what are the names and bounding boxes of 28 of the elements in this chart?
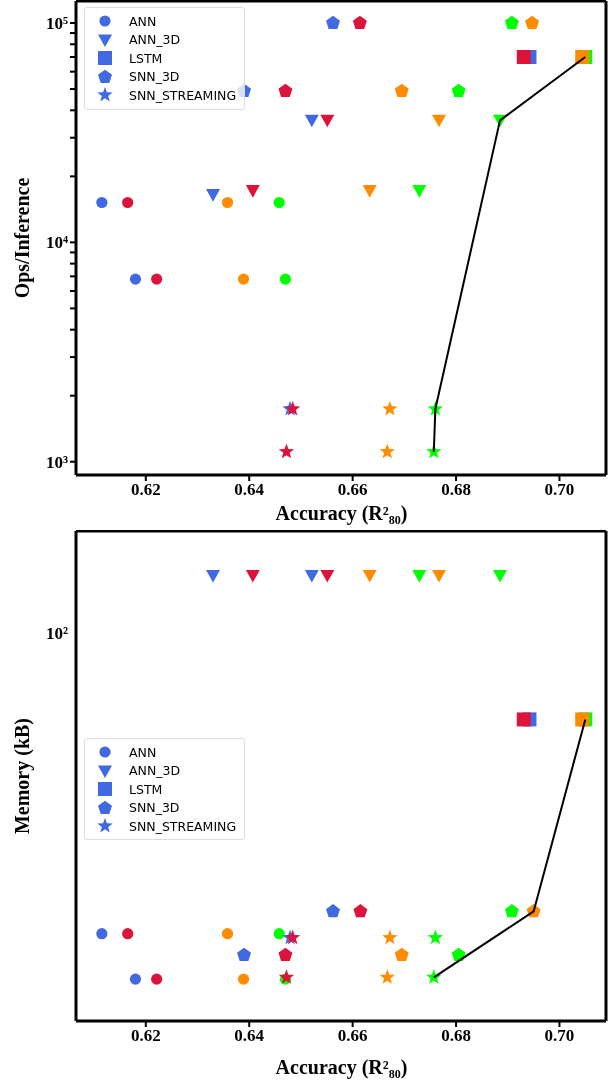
x-tick-label: 0.68 (441, 480, 471, 500)
y-axis-title: Ops/Inference (10, 177, 34, 299)
legend-label: ANN (129, 744, 157, 760)
y-tick-label: 10³ (45, 452, 68, 472)
x-tick-label: 0.70 (544, 1026, 575, 1046)
x-axis-title: Accuracy (R²₈₀) (274, 1055, 409, 1081)
x-tick-label: 0.64 (234, 480, 265, 500)
y-tick-label: 10⁴ (45, 233, 68, 253)
x-axis-title: Accuracy (R²₈₀) (274, 501, 409, 527)
legend-label: SNN_3D (129, 800, 180, 815)
legend-label: SNN_3D (129, 69, 180, 85)
x-tick-label: 0.66 (337, 480, 368, 500)
y-tick-label: 10⁵ (45, 14, 68, 34)
y-axis-title: Memory (kB) (10, 717, 34, 835)
legend-label: LSTM (129, 781, 163, 797)
legend-label: ANN_3D (129, 32, 181, 48)
x-tick-label: 0.64 (234, 1026, 265, 1046)
legend-label: ANN_3D (129, 763, 181, 778)
x-tick-label: 0.62 (130, 1026, 161, 1046)
legend-label: SNN_STREAMING (129, 87, 237, 103)
legend-label: ANN (129, 13, 157, 29)
x-tick-label: 0.66 (337, 1026, 368, 1046)
x-tick-label: 0.62 (130, 480, 161, 500)
x-tick-label: 0.70 (544, 480, 575, 500)
x-tick-label: 0.68 (441, 1026, 471, 1046)
text: 10² (45, 622, 68, 645)
legend-label: LSTM (129, 50, 163, 66)
legend-label: SNN_STREAMING (129, 818, 237, 834)
